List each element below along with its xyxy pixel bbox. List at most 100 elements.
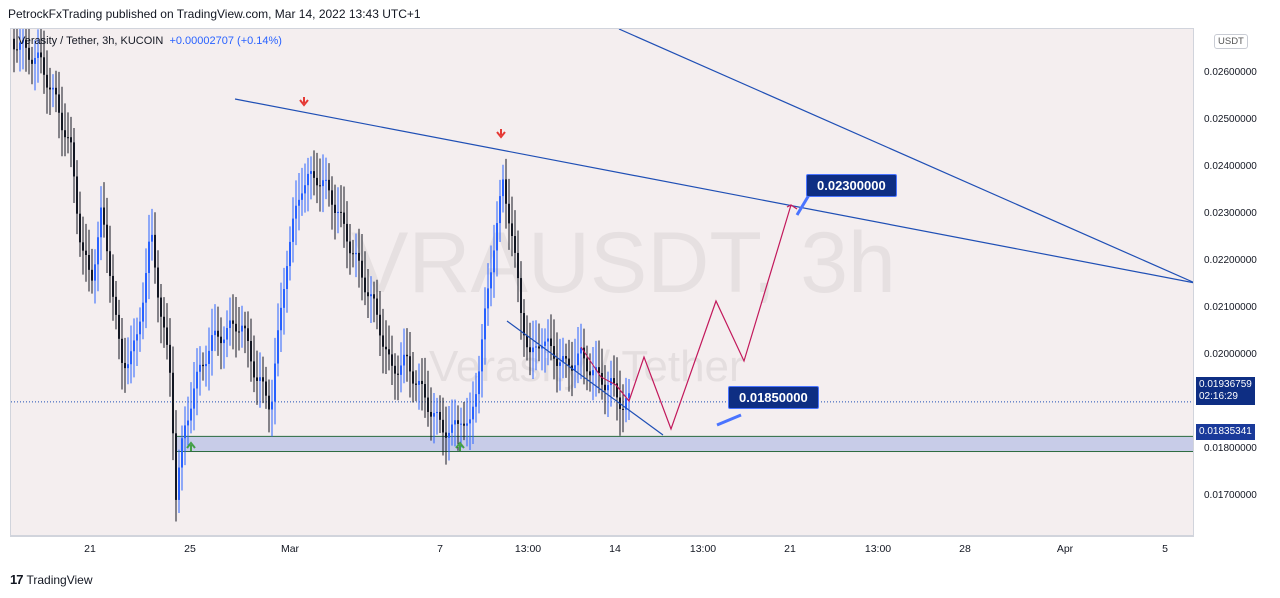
candle-body (109, 251, 111, 276)
candle-body (340, 211, 342, 213)
candle-body (511, 223, 513, 237)
price-axis[interactable]: USDT 0.02600000 0.02500000 0.02400000 0.… (1194, 28, 1280, 536)
candle-body (136, 334, 138, 341)
candle-body (478, 371, 480, 395)
candle-body (13, 38, 15, 50)
candle-body (439, 411, 441, 420)
candle-body (502, 179, 504, 197)
candle-body (130, 351, 132, 365)
candle-body (385, 346, 387, 350)
candle-body (178, 467, 180, 500)
candle-body (547, 338, 549, 342)
ticker-watermark: VRAUSDT, 3h (351, 215, 896, 311)
candle-body (94, 264, 96, 281)
x-tick: 5 (1162, 543, 1168, 555)
candle-body (352, 253, 354, 255)
bar-countdown: 02:16:29 (1199, 391, 1238, 402)
time-axis[interactable]: 21 25 Mar 7 13:00 14 13:00 21 13:00 28 A… (10, 536, 1194, 563)
candle-body (139, 321, 141, 335)
candle-body (556, 358, 558, 366)
candle-body (217, 330, 219, 337)
candle-body (241, 325, 243, 332)
candle-body (454, 420, 456, 425)
candle-body (283, 288, 285, 308)
currency-badge[interactable]: USDT (1214, 34, 1248, 49)
candle-body (256, 377, 258, 381)
x-tick: Mar (280, 543, 300, 555)
candle-body (46, 74, 48, 88)
chart-plot-area[interactable]: VRAUSDT, 3h Verasity / Tether 0.02300000… (10, 28, 1194, 536)
candle-body (262, 377, 264, 382)
x-tick: 13:00 (864, 543, 892, 555)
candle-body (415, 383, 417, 385)
candle-body (484, 308, 486, 340)
candle-body (355, 252, 357, 255)
candle-body (490, 272, 492, 289)
x-tick: 21 (784, 543, 796, 555)
candle-body (538, 346, 540, 349)
candle-body (253, 361, 255, 378)
candle-body (559, 362, 561, 366)
candle-body (304, 185, 306, 194)
candle-body (73, 142, 75, 177)
candle-body (613, 378, 615, 384)
candle-body (334, 204, 336, 213)
candle-body (199, 364, 201, 372)
candle-body (526, 335, 528, 348)
publish-info: PetrockFxTrading published on TradingVie… (8, 7, 421, 21)
y-tick: 0.02200000 (1204, 255, 1257, 266)
candle-body (205, 363, 207, 367)
candle-body (580, 347, 582, 354)
candle-body (208, 350, 210, 364)
candle-body (421, 380, 423, 385)
tradingview-footer[interactable]: 17 TradingView (10, 572, 93, 587)
y-tick: 0.02300000 (1204, 208, 1257, 219)
candle-body (169, 344, 171, 373)
candle-body (292, 218, 294, 242)
candle-body (346, 223, 348, 242)
candle-body (307, 173, 309, 186)
candle-body (154, 234, 156, 268)
candle-body (331, 190, 333, 205)
candle-body (406, 354, 408, 357)
candle-body (628, 393, 630, 399)
candle-body (394, 365, 396, 374)
candle-body (391, 354, 393, 366)
candle-body (190, 408, 192, 421)
candle-body (592, 370, 594, 376)
candle-body (34, 57, 36, 64)
candle-body (544, 341, 546, 346)
candle-body (364, 277, 366, 293)
candle-body (58, 94, 60, 113)
candle-body (616, 383, 618, 398)
projection-swing (580, 346, 617, 386)
candle-body (181, 438, 183, 468)
candle-body (361, 260, 363, 278)
candle-body (514, 236, 516, 253)
candle-body (358, 252, 360, 261)
candle-body (457, 420, 459, 424)
candle-body (322, 180, 324, 187)
candle-body (235, 323, 237, 332)
candle-body (319, 185, 321, 187)
candle-body (436, 411, 438, 414)
candle-body (493, 250, 495, 273)
price-chart[interactable] (11, 29, 1194, 536)
candle-body (25, 39, 27, 48)
x-tick: 13:00 (514, 543, 542, 555)
candle-body (463, 423, 465, 426)
sell-arrow-icon (496, 131, 506, 139)
candle-body (442, 419, 444, 433)
support-zone (175, 435, 1193, 453)
symbol-legend[interactable]: Verasity / Tether, 3h, KUCOIN +0.0000270… (18, 35, 282, 47)
y-tick: 0.02000000 (1204, 349, 1257, 360)
buy-arrow-icon (455, 441, 465, 449)
candle-body (22, 39, 24, 43)
x-tick: 14 (609, 543, 621, 555)
candle-body (220, 336, 222, 344)
price-change: +0.00002707 (+0.14%) (169, 35, 282, 47)
candle-body (598, 367, 600, 373)
candle-body (487, 288, 489, 309)
y-tick: 0.02600000 (1204, 67, 1257, 78)
candle-body (265, 381, 267, 396)
